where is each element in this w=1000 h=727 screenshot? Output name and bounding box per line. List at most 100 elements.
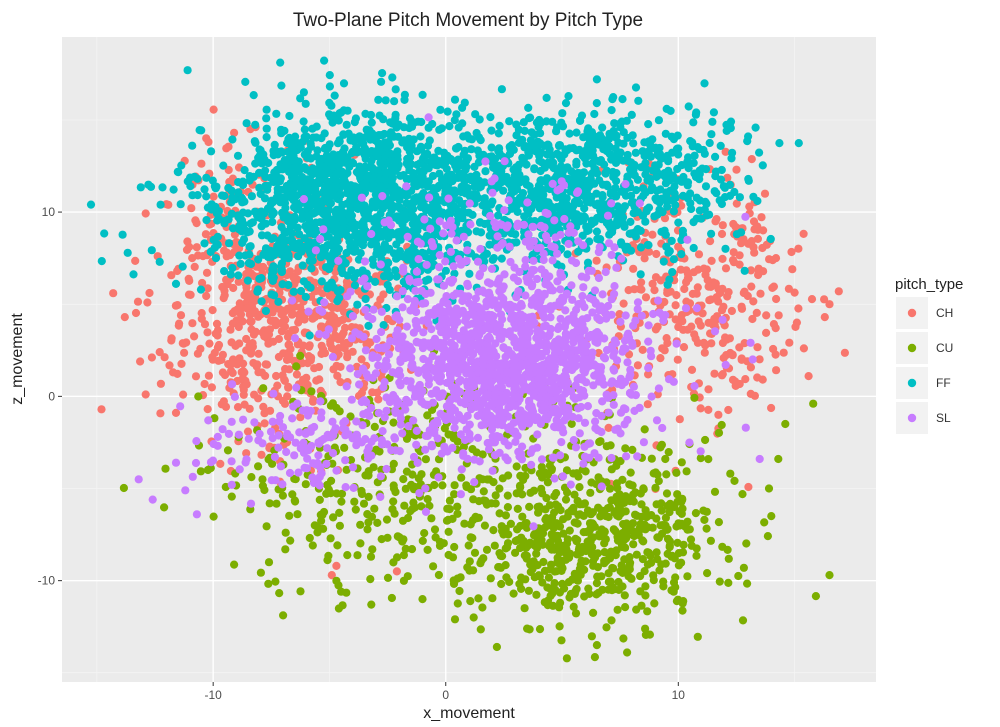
data-point: [636, 572, 645, 581]
data-point: [176, 200, 185, 209]
data-point: [620, 591, 629, 600]
data-point: [531, 147, 540, 156]
data-point: [346, 203, 355, 213]
data-point: [557, 118, 566, 127]
data-point: [278, 371, 287, 380]
data-point: [674, 322, 683, 332]
data-point: [648, 230, 657, 239]
data-point: [547, 530, 556, 539]
data-point: [401, 484, 410, 493]
data-point: [574, 247, 583, 256]
data-point: [652, 548, 661, 557]
data-point: [502, 573, 511, 582]
data-point: [589, 608, 598, 618]
data-point: [285, 351, 294, 360]
data-point: [228, 263, 237, 273]
data-point: [678, 548, 688, 557]
data-point: [724, 405, 733, 415]
data-point: [629, 382, 639, 391]
data-point: [702, 199, 711, 208]
data-point: [376, 295, 385, 304]
data-point: [557, 162, 566, 171]
data-point: [245, 176, 254, 185]
data-point: [571, 518, 581, 527]
data-point: [400, 90, 409, 99]
data-point: [541, 338, 551, 347]
data-point: [188, 141, 197, 150]
data-point: [86, 200, 96, 209]
data-point: [708, 117, 717, 126]
data-point: [825, 571, 834, 580]
data-point: [651, 161, 660, 170]
data-point: [441, 257, 450, 266]
data-point: [747, 237, 756, 246]
data-point: [190, 262, 199, 271]
data-point: [310, 168, 319, 177]
data-point: [669, 587, 678, 596]
data-point: [348, 217, 357, 226]
data-point: [419, 328, 428, 337]
data-point: [171, 408, 181, 417]
data-point: [418, 202, 427, 211]
data-point: [324, 551, 333, 561]
data-point: [109, 289, 118, 298]
data-point: [631, 232, 640, 241]
data-point: [641, 217, 650, 226]
data-point: [555, 548, 564, 557]
data-point: [592, 75, 602, 84]
data-point: [592, 99, 601, 108]
data-point: [702, 211, 712, 220]
data-point: [234, 271, 243, 280]
data-point: [767, 511, 776, 521]
data-point: [571, 609, 581, 618]
data-point: [573, 535, 582, 545]
data-point: [522, 160, 531, 169]
data-point: [503, 539, 513, 548]
data-point: [167, 271, 176, 280]
data-point: [452, 165, 461, 174]
data-point: [466, 485, 476, 494]
data-point: [643, 400, 652, 409]
data-point: [207, 383, 216, 392]
data-point: [660, 522, 669, 531]
data-point: [272, 499, 281, 508]
data-point: [301, 99, 310, 108]
data-point: [97, 257, 106, 266]
data-point: [504, 530, 513, 539]
data-point: [298, 245, 307, 254]
data-point: [482, 297, 491, 306]
data-point: [662, 489, 672, 498]
data-point: [337, 489, 347, 498]
data-point: [302, 165, 311, 174]
data-point: [173, 369, 182, 378]
data-point: [317, 277, 326, 286]
data-point: [804, 372, 813, 381]
data-point: [636, 270, 645, 279]
data-point: [326, 534, 335, 543]
data-point: [563, 146, 572, 155]
data-point: [389, 418, 398, 427]
data-point: [228, 135, 237, 144]
data-point: [495, 169, 504, 178]
data-point: [351, 245, 360, 254]
data-point: [661, 179, 671, 188]
data-point: [450, 542, 459, 552]
data-point: [264, 558, 274, 567]
data-point: [665, 507, 674, 517]
data-point: [620, 336, 630, 345]
data-point: [662, 334, 671, 343]
data-point: [637, 311, 646, 320]
data-point: [742, 539, 751, 548]
data-point: [325, 71, 334, 80]
data-point: [286, 344, 295, 354]
data-point: [335, 137, 344, 146]
data-point: [382, 515, 392, 524]
data-point: [487, 143, 496, 152]
data-point: [365, 205, 374, 214]
data-point: [338, 181, 347, 190]
data-point: [317, 169, 326, 178]
data-point: [338, 211, 347, 220]
data-point: [507, 178, 517, 187]
data-point: [700, 515, 709, 525]
data-point: [652, 186, 662, 195]
